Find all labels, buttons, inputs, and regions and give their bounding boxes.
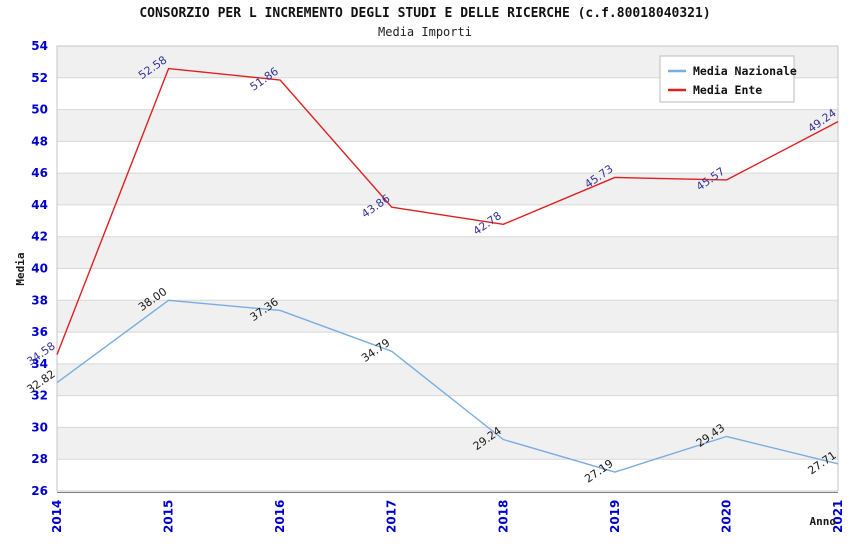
x-tick-label: 2017 [385, 500, 399, 533]
y-tick-label: 30 [31, 420, 48, 434]
y-tick-label: 28 [31, 452, 48, 466]
plot-band [57, 427, 838, 460]
x-tick-label: 2019 [608, 500, 622, 533]
y-tick-label: 34 [31, 357, 48, 371]
chart-subtitle: Media Importi [378, 25, 472, 39]
x-tick-label: 2018 [496, 500, 510, 533]
y-tick-label: 46 [31, 166, 48, 180]
y-tick-label: 48 [31, 134, 48, 148]
y-tick-label: 40 [31, 262, 48, 276]
plot-band [57, 300, 838, 333]
y-tick-label: 54 [31, 39, 48, 53]
x-axis-ticks: 2014 2015 2016 2017 2018 2019 2020 2021 [50, 500, 845, 533]
legend-label: Media Nazionale [693, 64, 797, 78]
legend-label: Media Ente [693, 83, 762, 97]
series-line-media-ente [56, 67, 839, 355]
y-tick-label: 44 [31, 198, 48, 212]
x-tick-label: 2020 [719, 500, 733, 533]
legend-box [659, 55, 795, 103]
plot-band [57, 236, 838, 269]
x-tick-label: 2015 [162, 500, 176, 533]
y-tick-label: 36 [31, 325, 48, 339]
y-axis-ticks: 54 52 50 48 46 44 42 40 38 36 34 32 30 28 26 [31, 39, 48, 498]
y-tick-label: 52 [31, 71, 48, 85]
x-tick-label: 2021 [831, 500, 845, 533]
y-tick-label: 42 [31, 230, 48, 244]
y-tick-label: 50 [31, 103, 48, 117]
y-tick-label: 26 [31, 484, 48, 498]
plot-band [57, 395, 838, 428]
chart-title: CONSORZIO PER L INCREMENTO DEGLI STUDI E… [139, 6, 711, 21]
y-tick-label: 32 [31, 389, 48, 403]
x-tick-label: 2016 [273, 500, 287, 533]
x-axis-title: Anno [810, 515, 837, 528]
plot-border [56, 45, 839, 492]
plot-band [57, 363, 838, 396]
plot-band [57, 141, 838, 174]
plot-band [57, 109, 838, 142]
plot-band [57, 204, 838, 237]
y-tick-label: 38 [31, 293, 48, 307]
x-tick-label: 2014 [50, 500, 64, 533]
plot-band [57, 332, 838, 364]
series-line-media-nazionale [56, 299, 839, 473]
legend: Media Nazionale Media Ente [659, 55, 797, 103]
plot-band [57, 173, 838, 205]
y-axis-title: Media [14, 252, 27, 285]
plot-band [57, 268, 838, 301]
plot-band [57, 459, 838, 491]
